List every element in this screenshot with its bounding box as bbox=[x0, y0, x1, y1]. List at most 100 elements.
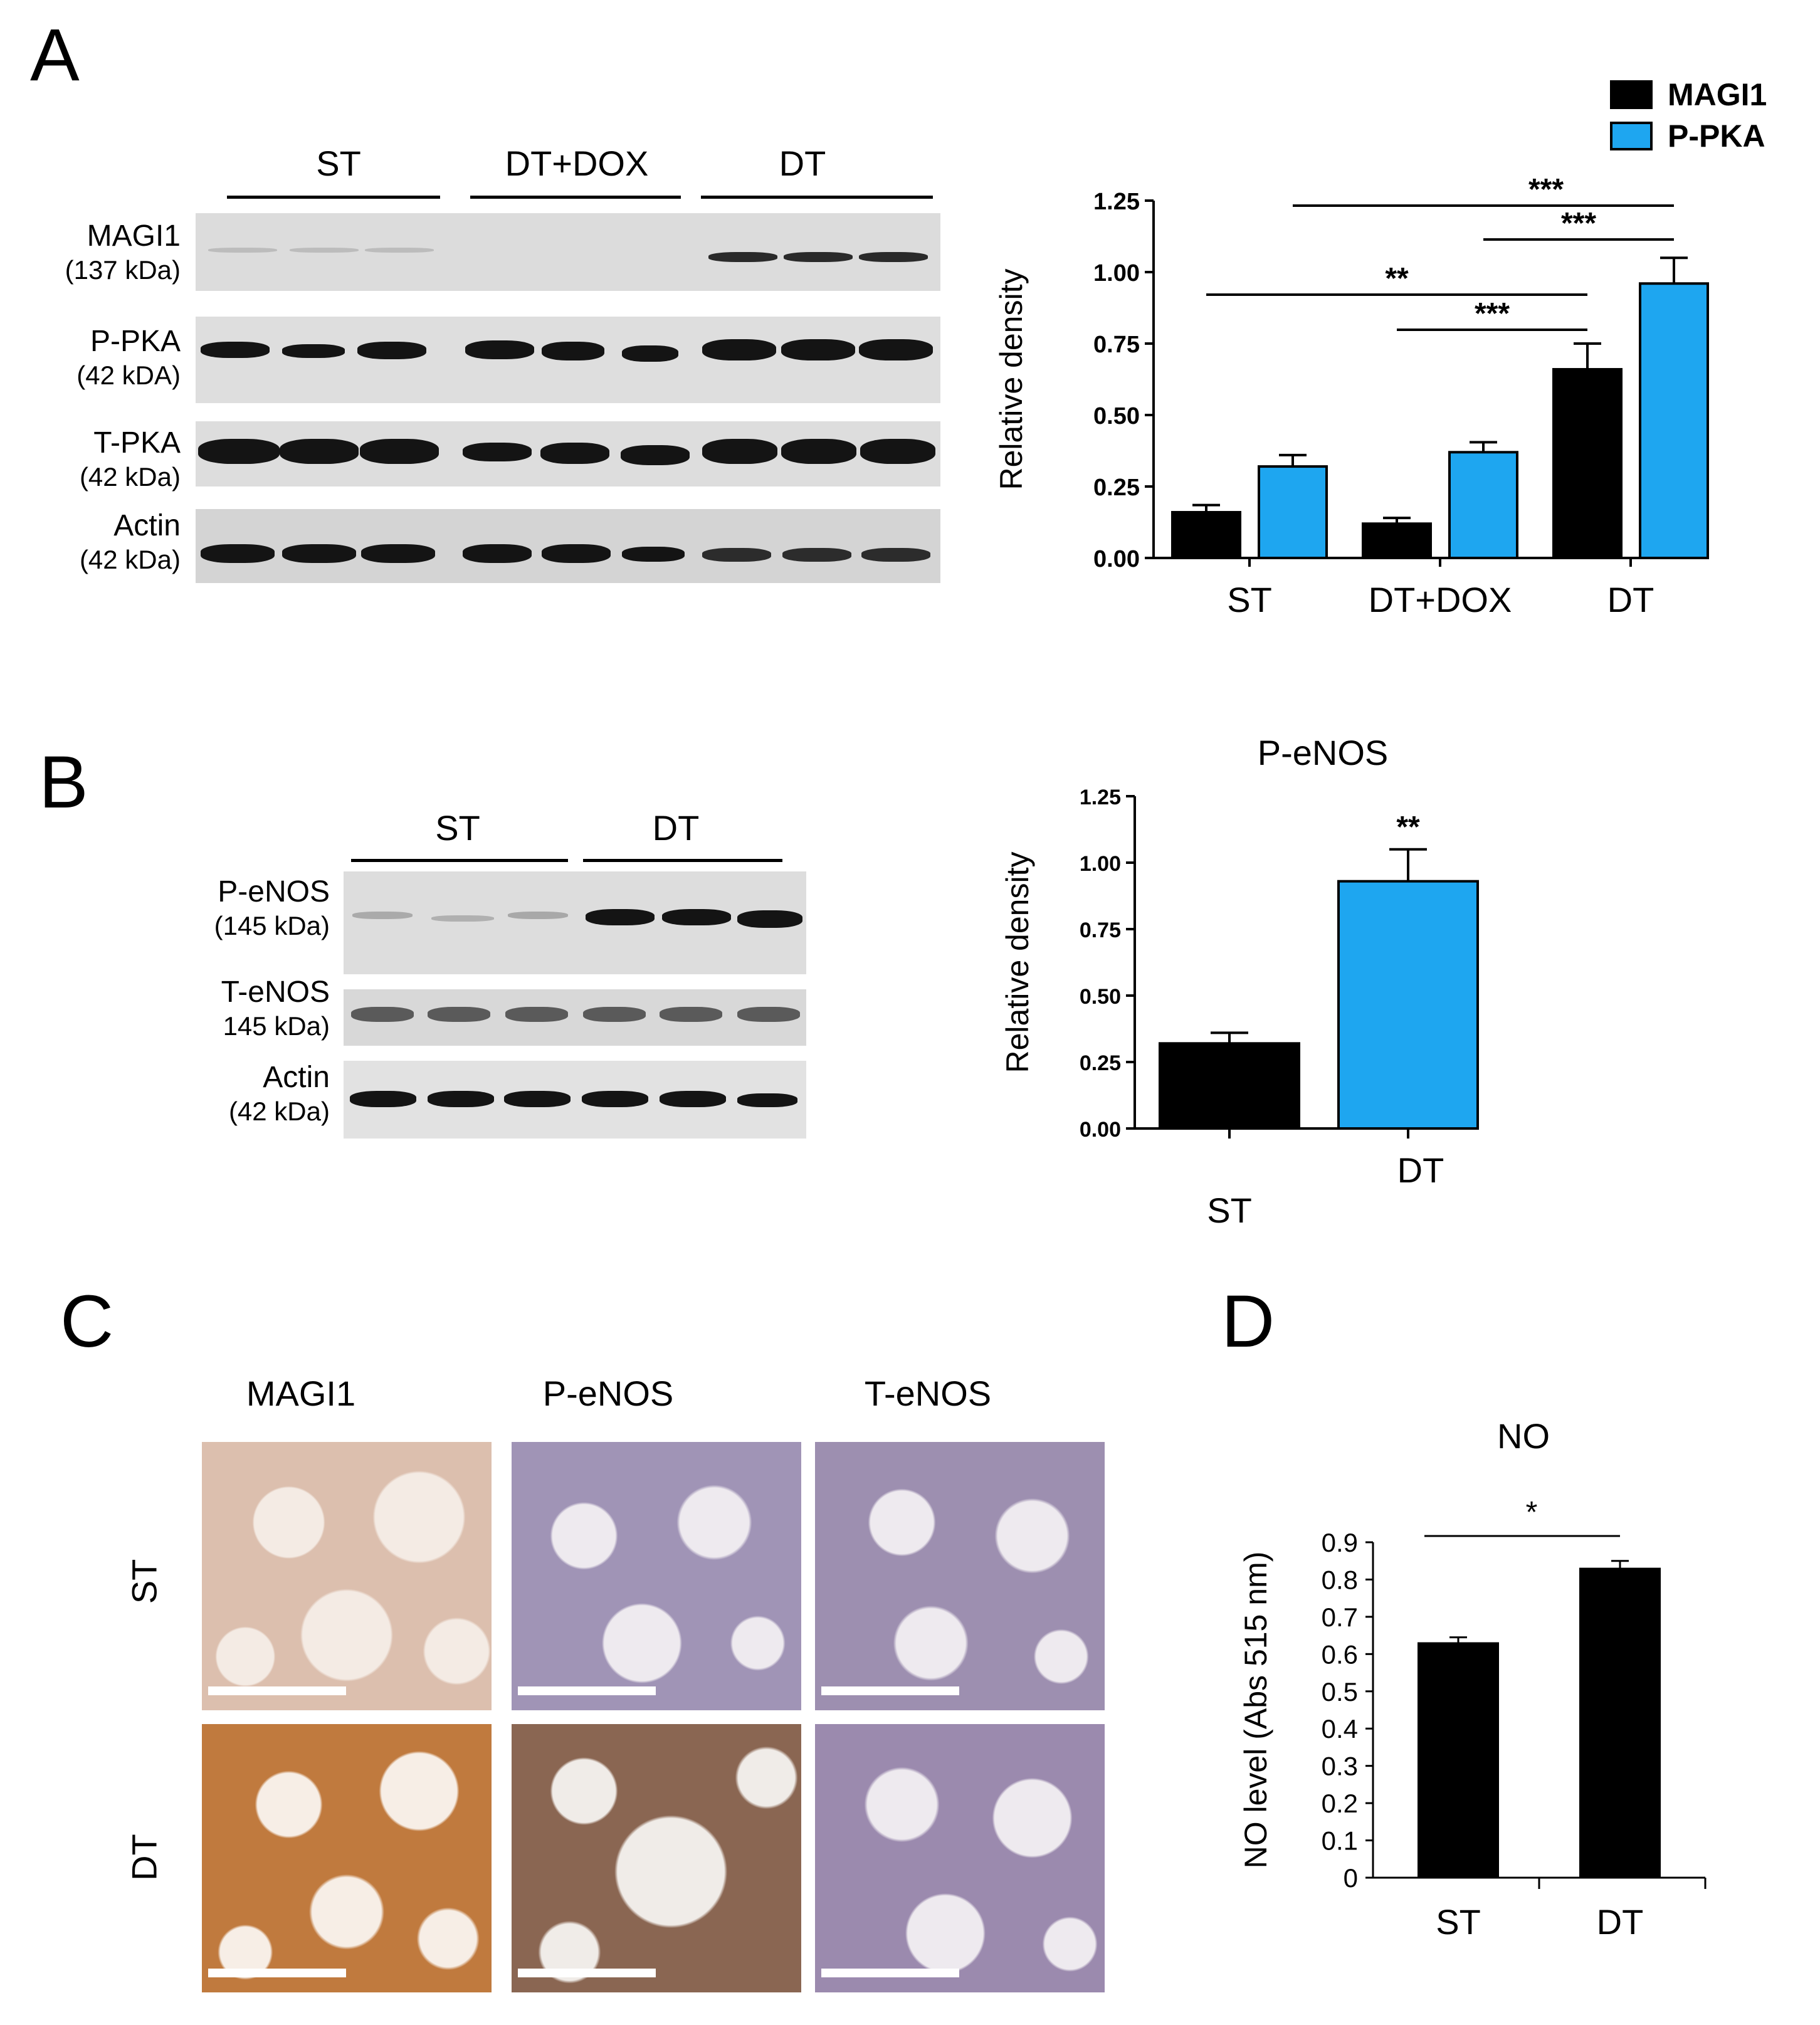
significance-label: ** bbox=[1385, 262, 1409, 295]
blot-a-molecular-weight: (137 kDa) bbox=[65, 255, 181, 285]
bar-p-pka bbox=[1448, 451, 1518, 560]
y-tick-label: 0.6 bbox=[1322, 1639, 1358, 1669]
panel-d-letter: D bbox=[1221, 1280, 1275, 1363]
band bbox=[463, 443, 532, 461]
scale-bar bbox=[208, 1969, 346, 1977]
blot-a-group-label: ST bbox=[316, 144, 361, 183]
band bbox=[662, 909, 731, 925]
blot-b-protein-name: P-eNOS bbox=[218, 875, 330, 908]
band bbox=[361, 544, 435, 563]
band bbox=[708, 252, 777, 262]
blot-a-group-line bbox=[227, 196, 440, 199]
y-tick-label: 0.9 bbox=[1322, 1528, 1358, 1557]
x-tick-label: ST bbox=[1207, 1191, 1252, 1230]
blot-b-row-label: P-eNOS (145 kDa) bbox=[125, 875, 330, 943]
band bbox=[428, 1091, 494, 1107]
blot-a-protein-name: Actin bbox=[113, 509, 181, 542]
micro-column-label: T-eNOS bbox=[864, 1374, 992, 1413]
band bbox=[540, 443, 609, 464]
legend-label: MAGI1 bbox=[1668, 77, 1767, 112]
y-tick-label: 0.75 bbox=[1093, 332, 1140, 358]
blot-a-strip-ppka bbox=[196, 317, 940, 403]
band bbox=[357, 342, 426, 359]
y-tick-label: 0.3 bbox=[1322, 1752, 1358, 1781]
blot-a-row-label: P-PKA (42 kDA) bbox=[25, 325, 181, 392]
bar-magi1 bbox=[1362, 522, 1432, 560]
micro-dt-magi1 bbox=[202, 1724, 492, 1992]
band bbox=[542, 342, 604, 360]
blot-b-molecular-weight: (42 kDa) bbox=[228, 1097, 330, 1126]
y-tick-label: 0.50 bbox=[1080, 985, 1121, 1009]
blot-a-strip-actin bbox=[196, 509, 940, 583]
y-tick-label: 0.00 bbox=[1080, 1118, 1121, 1142]
band bbox=[351, 1007, 414, 1022]
band bbox=[781, 339, 855, 360]
y-axis-label: Relative density bbox=[1000, 852, 1035, 1073]
x-tick-label: ST bbox=[1227, 580, 1272, 619]
band bbox=[737, 910, 802, 928]
band bbox=[208, 248, 277, 253]
bar bbox=[1159, 1042, 1300, 1130]
y-tick-label: 1.25 bbox=[1080, 786, 1121, 809]
blot-a-protein-name: P-PKA bbox=[90, 325, 181, 358]
band bbox=[660, 1007, 722, 1022]
band bbox=[859, 339, 933, 360]
blot-a-group-line bbox=[470, 196, 681, 199]
band bbox=[702, 439, 777, 464]
blot-a-molecular-weight: (42 kDa) bbox=[79, 462, 181, 492]
micro-st-tenos bbox=[815, 1442, 1105, 1710]
scale-bar bbox=[821, 1686, 959, 1695]
band bbox=[360, 439, 439, 464]
band bbox=[702, 548, 771, 562]
blot-b-protein-name: T-eNOS bbox=[221, 976, 330, 1009]
blot-a-row-label: Actin (42 kDa) bbox=[25, 509, 181, 577]
y-tick-label: 0.2 bbox=[1322, 1789, 1358, 1818]
y-tick-label: 1.00 bbox=[1080, 852, 1121, 876]
bar-p-pka bbox=[1639, 282, 1709, 559]
band bbox=[784, 252, 853, 262]
band bbox=[282, 544, 356, 563]
chart-a: 0.00 0.25 0.50 0.75 1.00 1.25 Relative density… bbox=[994, 77, 1767, 619]
blot-b-protein-name: Actin bbox=[263, 1061, 330, 1094]
bar-magi1 bbox=[1552, 368, 1623, 559]
significance-label: * bbox=[1526, 1496, 1538, 1529]
x-tick-label: ST bbox=[1436, 1902, 1481, 1942]
bar bbox=[1337, 880, 1479, 1130]
bar bbox=[1579, 1567, 1661, 1878]
micro-st-penos bbox=[512, 1442, 801, 1710]
blot-a-row-label: T-PKA (42 kDa) bbox=[25, 426, 181, 494]
band bbox=[352, 912, 413, 919]
blot-b-strip-actin bbox=[344, 1061, 806, 1139]
blot-a-protein-name: T-PKA bbox=[93, 426, 181, 460]
y-axis-label: Relative density bbox=[994, 269, 1029, 490]
blot-a-row-label: MAGI1 (137 kDa) bbox=[25, 219, 181, 287]
blot-b-group-label: ST bbox=[435, 808, 480, 848]
band bbox=[201, 342, 270, 358]
band bbox=[505, 1007, 568, 1022]
y-tick-label: 0.1 bbox=[1322, 1826, 1358, 1856]
band bbox=[860, 439, 935, 464]
blot-b-group-line bbox=[351, 859, 568, 862]
chart-d: NO 0 0.1 0.2 0.3 0.4 0.5 0.6 0.7 0.8 0.9 NO level (… bbox=[1238, 1417, 1707, 1942]
scale-bar bbox=[518, 1969, 656, 1977]
band bbox=[737, 1007, 800, 1022]
band bbox=[622, 345, 678, 362]
scale-bar bbox=[518, 1686, 656, 1695]
band bbox=[198, 439, 280, 464]
chart-b: P-eNOS 0.00 0.25 0.50 0.75 1.00 1.25 Relative d… bbox=[1000, 733, 1479, 1230]
blot-a-group-label: DT bbox=[779, 144, 826, 183]
panel-b-letter: B bbox=[39, 741, 88, 824]
micro-column-label: P-eNOS bbox=[542, 1374, 674, 1413]
band bbox=[280, 439, 359, 464]
y-tick-label: 0.50 bbox=[1093, 403, 1140, 429]
y-axis-label: NO level (Abs 515 nm) bbox=[1238, 1552, 1273, 1869]
y-tick-label: 0.7 bbox=[1322, 1602, 1358, 1632]
blot-b-strip-teNOS bbox=[344, 989, 806, 1046]
blot-b-group-line bbox=[583, 859, 782, 862]
band bbox=[508, 912, 568, 919]
micro-dt-penos bbox=[512, 1724, 801, 1992]
y-tick-label: 0.8 bbox=[1322, 1565, 1358, 1594]
chart-title: P-eNOS bbox=[1258, 733, 1389, 772]
band bbox=[586, 909, 655, 925]
y-tick-label: 0 bbox=[1344, 1863, 1358, 1893]
